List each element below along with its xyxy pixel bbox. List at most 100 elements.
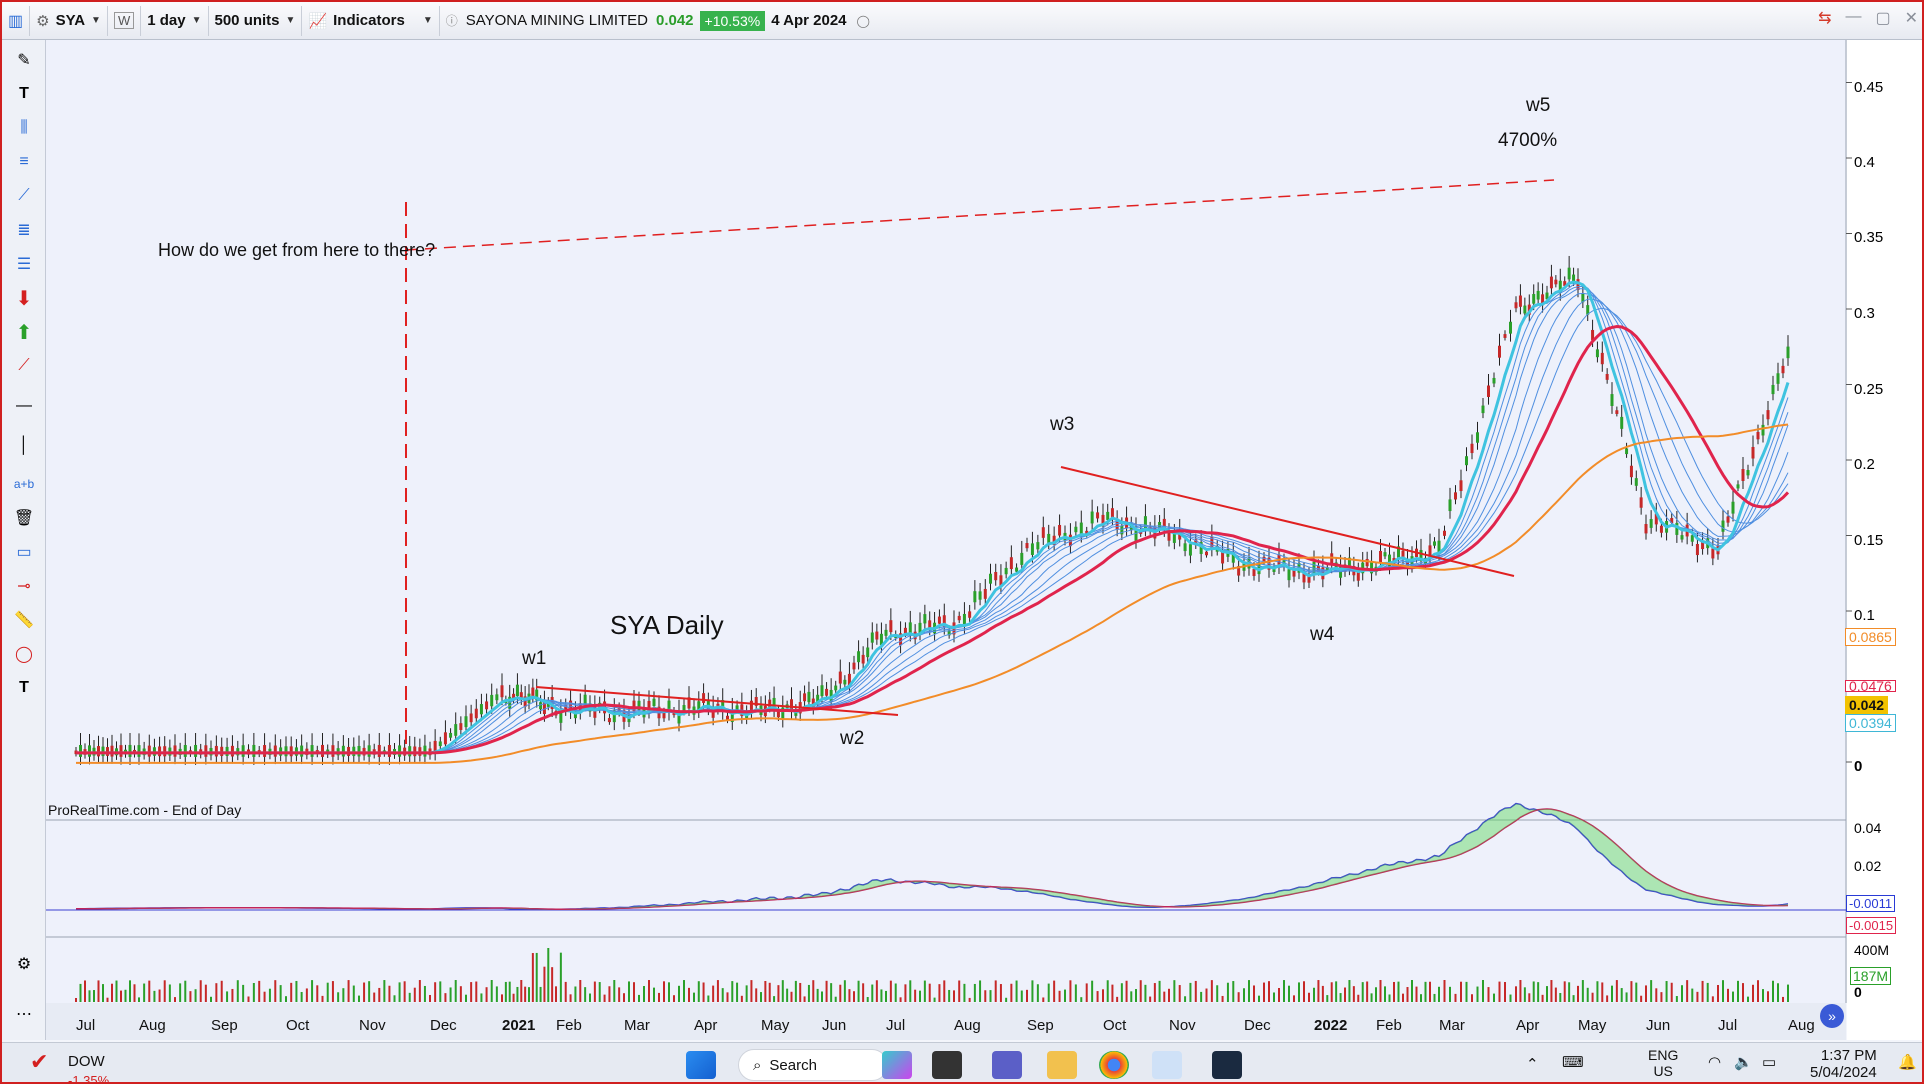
volume-bar <box>1433 993 1436 1002</box>
copilot-icon[interactable] <box>882 1051 912 1079</box>
sync-icon[interactable]: ⇆ <box>1818 10 1832 27</box>
units-selector[interactable]: 500 units ▼ <box>209 5 303 36</box>
long-ma-line <box>76 423 1789 764</box>
clock[interactable]: 1:37 PM 5/04/2024 <box>1810 1047 1877 1081</box>
maximize-icon[interactable]: ▢ <box>1875 10 1891 27</box>
pencil-icon[interactable]: ✎ <box>17 52 31 69</box>
fibonacci-icon[interactable]: ⫼ <box>20 119 28 136</box>
candle-body <box>1786 346 1790 359</box>
candle-body <box>1591 329 1595 341</box>
trash-icon[interactable]: 🗑 <box>13 510 35 527</box>
wifi-icon[interactable]: ◠ <box>1708 1054 1722 1071</box>
ruler-icon[interactable]: 📏 <box>14 612 34 629</box>
retracement-icon[interactable]: ⟋ <box>18 187 30 204</box>
chart-area[interactable]: Jul Aug Sep Oct Nov Dec 2021 Feb Mar Apr May Jun Jul… <box>46 40 1922 1040</box>
volume-bar <box>316 985 319 1002</box>
volume-bar <box>268 988 271 1002</box>
snipping-icon[interactable] <box>1152 1051 1182 1079</box>
chart-settings-icon[interactable]: ⚙ <box>16 956 32 973</box>
minimize-icon[interactable]: — <box>1845 8 1862 25</box>
levels-icon[interactable]: ☰ <box>16 256 32 273</box>
close-icon[interactable]: ✕ <box>1904 10 1918 27</box>
price-tick: 0.4 <box>1854 154 1875 171</box>
explorer-icon[interactable] <box>1047 1051 1077 1079</box>
stock-widget[interactable]: ✔ DOW -1.35% <box>30 1045 150 1082</box>
volume-bar <box>973 983 976 1002</box>
volume-bar <box>1221 995 1224 1002</box>
teams-icon[interactable] <box>992 1051 1022 1079</box>
candle-body <box>1781 365 1785 374</box>
taskview-icon[interactable] <box>932 1051 962 1079</box>
volume-icon[interactable]: 🔈 <box>1734 1054 1753 1071</box>
volume-bar <box>1630 981 1633 1002</box>
weekly-button[interactable]: W <box>108 5 142 36</box>
check-icon: ✔ <box>30 1049 49 1074</box>
rectangle-icon[interactable]: ▭ <box>16 544 32 561</box>
abc-icon[interactable]: a+b <box>13 477 35 491</box>
chrome-icon[interactable] <box>1099 1051 1129 1079</box>
candle-body <box>1397 546 1400 558</box>
battery-icon[interactable]: ▭ <box>1762 1054 1777 1071</box>
candle-body <box>1654 513 1658 525</box>
price-badge-orange: 0.0865 <box>1845 628 1896 646</box>
volume-bar <box>1675 996 1678 1002</box>
segment-icon[interactable]: ⊸ <box>17 578 31 595</box>
tray-up-icon[interactable]: ⌃ <box>1526 1056 1539 1073</box>
candle-body <box>241 745 245 757</box>
volume-bar <box>153 990 156 1002</box>
x-axis-label: 2021 <box>502 1017 535 1034</box>
candle-body <box>647 700 651 712</box>
volume-bar <box>1640 995 1643 1002</box>
candle-body <box>834 685 838 691</box>
volume-bar <box>204 984 207 1002</box>
volume-bar <box>1762 989 1764 1002</box>
price-tick: 0 <box>1854 758 1863 775</box>
price-axis-panel <box>1847 40 1922 1040</box>
candle-body <box>803 693 807 702</box>
text-tool-icon[interactable]: T <box>19 679 29 696</box>
candle-body <box>495 694 499 701</box>
volume-bar <box>1313 987 1315 1002</box>
windows-start-icon[interactable] <box>686 1051 716 1079</box>
notification-icon[interactable]: 🔔 <box>1898 1054 1917 1071</box>
channel-icon[interactable]: ≣ <box>17 222 31 239</box>
volume-bar <box>199 980 202 1002</box>
ellipse-icon[interactable]: ◯ <box>15 646 33 663</box>
candle-body <box>1370 561 1374 574</box>
trendline-icon[interactable]: ⟋ <box>18 357 30 374</box>
buy-arrow-icon[interactable]: ⬆ <box>15 321 33 344</box>
symbol-selector[interactable]: ⚙ SYA ▼ <box>30 5 108 36</box>
candle-body <box>1272 567 1276 572</box>
price-tick: 0.2 <box>1854 456 1875 473</box>
volume-bar <box>589 993 591 1002</box>
candle-body <box>662 713 666 719</box>
indicators-button[interactable]: 📈 Indicators ▼ <box>302 5 440 36</box>
candle-body <box>652 698 656 707</box>
candle-body <box>1401 550 1405 559</box>
candle-body <box>1751 446 1755 459</box>
volume-bar <box>643 986 645 1002</box>
vertical-line-icon[interactable]: │ <box>19 437 29 454</box>
candle-body <box>310 745 314 757</box>
keyboard-icon[interactable]: ⌨ <box>1562 1054 1584 1071</box>
volume-bar <box>1232 981 1235 1002</box>
sell-arrow-icon[interactable]: ⬇ <box>15 287 33 310</box>
text-tool-icon[interactable]: T <box>19 85 29 102</box>
period-selector[interactable]: 1 day ▼ <box>141 5 209 36</box>
candle-body <box>1172 533 1176 543</box>
volume-bar <box>263 991 266 1002</box>
volume-bar <box>539 986 542 1002</box>
horizontal-line-icon[interactable]: — <box>16 397 32 414</box>
candle-body <box>128 744 132 757</box>
volume-bar <box>830 983 833 1002</box>
volume-bar <box>857 980 860 1002</box>
prorealtime-icon[interactable] <box>1212 1051 1242 1079</box>
language-indicator[interactable]: ENG US <box>1648 1047 1678 1079</box>
fan-tool-icon[interactable]: ≡ <box>19 153 29 170</box>
more-icon[interactable]: ⋯ <box>16 1006 32 1023</box>
chart-type-icon[interactable]: ▥ <box>2 5 31 36</box>
taskbar-search[interactable]: ⌕ Search <box>738 1049 888 1081</box>
settings-icon: ⚙ <box>36 12 50 30</box>
volume-bar <box>226 991 229 1002</box>
scroll-right-button[interactable]: » <box>1820 1004 1844 1028</box>
